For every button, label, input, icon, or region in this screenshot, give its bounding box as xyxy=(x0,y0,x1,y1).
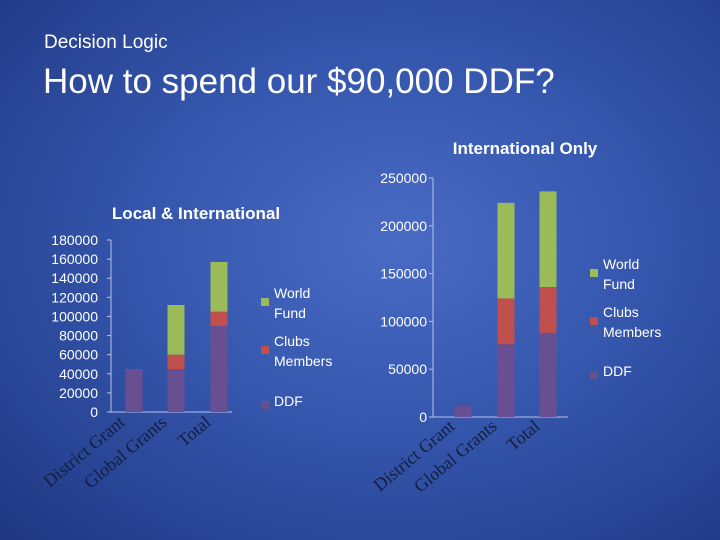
chart-1-legend-swatch xyxy=(261,346,269,354)
chart-1-bar-clubs-members xyxy=(167,354,185,369)
slide-subtitle: Decision Logic xyxy=(44,32,168,53)
chart-2-y-tick-label: 200000 xyxy=(380,218,427,234)
chart-1-y-tick-label: 180000 xyxy=(51,232,98,248)
chart-1-legend-label: DDF xyxy=(274,393,303,409)
chart-1-bar-ddf xyxy=(167,369,185,412)
chart-1-y-tick-label: 60000 xyxy=(59,347,98,363)
chart-2-y-tick-label: 0 xyxy=(419,409,427,425)
chart-2-bar-clubs-members xyxy=(539,286,557,333)
chart-2-category-label: Total xyxy=(503,416,544,455)
chart-2-y-tick-label: 250000 xyxy=(380,170,427,186)
chart-2-legend-label: DDF xyxy=(603,363,632,379)
chart-2-bar-ddf xyxy=(497,344,515,417)
chart-2-y-tick-label: 100000 xyxy=(380,313,427,329)
slide-title: How to spend our $90,000 DDF? xyxy=(43,62,555,101)
chart-1-bar-world-fund xyxy=(210,261,228,312)
chart-2-y-tick-label: 50000 xyxy=(388,361,427,377)
chart-2-legend-swatch xyxy=(590,317,598,325)
chart-2-legend-label: World xyxy=(603,256,639,272)
chart-2-legend-swatch xyxy=(590,269,598,277)
chart-2-bar-world-fund xyxy=(497,202,515,299)
chart-1-y-tick-label: 20000 xyxy=(59,385,98,401)
chart-2-bar-world-fund xyxy=(539,191,557,287)
chart-1-y-tick-label: 160000 xyxy=(51,251,98,267)
chart-2-legend-label: Fund xyxy=(603,276,635,292)
chart-1-legend-label: Fund xyxy=(274,305,306,321)
chart-1-y-tick-label: 0 xyxy=(90,404,98,420)
chart-2-legend-label: Clubs xyxy=(603,304,639,320)
chart-1-y-tick-label: 40000 xyxy=(59,366,98,382)
chart-2-title: International Only xyxy=(453,139,598,158)
chart-2-bar-clubs-members xyxy=(497,298,515,345)
chart-2-bar-ddf xyxy=(539,332,557,417)
chart-1-bar-world-fund xyxy=(167,304,185,355)
chart-1-bar-clubs-members xyxy=(210,311,228,326)
chart-1-bar-ddf xyxy=(210,326,228,412)
chart-2-y-tick-label: 150000 xyxy=(380,266,427,282)
chart-1: 180000 160000 140000 120000 100000 80000 60000… xyxy=(40,232,333,492)
chart-1-y-tick-label: 80000 xyxy=(59,328,98,344)
chart-1-legend-label: World xyxy=(274,285,310,301)
chart-1-legend-label: Members xyxy=(274,353,332,369)
chart-1-category-label: Total xyxy=(174,412,215,451)
chart-1-bar-ddf xyxy=(125,369,143,412)
chart-1-title: Local & International xyxy=(112,204,280,223)
chart-1-legend-swatch xyxy=(261,401,269,409)
chart-1-y-tick-label: 100000 xyxy=(51,308,98,324)
chart-1-y-tick-label: 120000 xyxy=(51,289,98,305)
chart-1-legend-swatch xyxy=(261,298,269,306)
chart-1-legend-label: Clubs xyxy=(274,333,310,349)
chart-1-y-tick-label: 140000 xyxy=(51,270,98,286)
chart-2-bar-ddf xyxy=(454,405,472,417)
chart-2-legend-swatch xyxy=(590,371,598,379)
chart-2-legend-label: Members xyxy=(603,324,661,340)
